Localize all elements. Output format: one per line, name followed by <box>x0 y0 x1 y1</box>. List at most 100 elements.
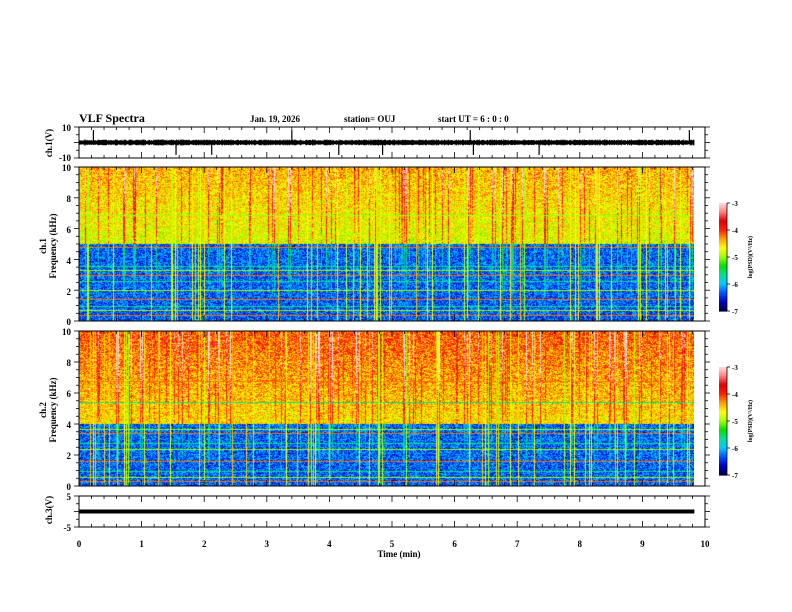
time-tick-label: 6 <box>452 539 457 549</box>
colorbar-segment <box>719 381 727 384</box>
colorbar-segment <box>719 435 727 438</box>
colorbar-segment <box>719 408 727 411</box>
colorbar-segment <box>719 233 727 236</box>
time-tick-label: 4 <box>327 539 332 549</box>
colorbar-segment <box>719 221 727 224</box>
colorbar-segment <box>719 419 727 422</box>
colorbar-segment <box>719 458 727 462</box>
ch2-ftick: 2 <box>67 451 72 461</box>
ch2-ftick: 0 <box>67 482 72 492</box>
colorbar-segment <box>719 222 727 226</box>
colorbar-segment <box>719 406 727 409</box>
colorbar-segment <box>719 370 727 373</box>
colorbar-segment <box>719 394 727 397</box>
colorbar-segment <box>719 260 727 263</box>
colorbar-segment <box>719 442 727 445</box>
colorbar-segment <box>719 293 727 296</box>
colorbar-tick-label: -6 <box>732 281 738 289</box>
colorbar-segment <box>719 433 727 436</box>
ch2-spectrogram-image <box>79 331 694 486</box>
colorbar-segment <box>719 296 727 299</box>
colorbar-segment <box>719 464 727 467</box>
colorbar-tick-label: -4 <box>732 227 738 235</box>
colorbar-segment <box>719 395 727 399</box>
colorbar-tick-label: -6 <box>732 445 738 453</box>
colorbar-segment <box>719 210 727 213</box>
colorbar-segment <box>719 285 727 289</box>
colorbar-segment <box>719 368 727 372</box>
colorbar-segment <box>719 440 727 444</box>
colorbar-segment <box>719 307 727 310</box>
colorbar-segment <box>719 372 727 375</box>
colorbar-segment <box>719 258 727 262</box>
colorbar-segment <box>719 257 727 260</box>
colorbar-segment <box>719 255 727 258</box>
ch2-ftick: 6 <box>67 389 72 399</box>
colorbar-segment <box>719 303 727 307</box>
colorbar-segment <box>719 444 727 447</box>
time-tick-label: 7 <box>515 539 520 549</box>
ch1-ftick: 0 <box>67 317 72 327</box>
colorbar-segment <box>719 451 727 454</box>
colorbar-segment <box>719 413 727 417</box>
colorbar-segment <box>719 390 727 393</box>
ch1-ftick: 8 <box>67 194 72 204</box>
colorbar-segment <box>719 228 727 231</box>
colorbar-segment <box>719 284 727 287</box>
colorbar-segment <box>719 415 727 418</box>
colorbar-segment <box>719 264 727 267</box>
colorbar-segment <box>719 367 727 370</box>
ch1-ytick-bottom: -10 <box>59 153 71 163</box>
colorbar-segment <box>719 392 727 395</box>
colorbar-segment <box>719 267 727 271</box>
colorbar-segment <box>719 266 727 269</box>
colorbar-tick-label: -3 <box>732 200 738 208</box>
colorbar-segment <box>719 428 727 431</box>
colorbar-segment <box>719 300 727 303</box>
ch3-voltage-axis-label: ch.3(V) <box>44 496 54 524</box>
time-tick-label: 0 <box>77 539 82 549</box>
colorbar-segment <box>719 422 727 426</box>
ch1-ftick: 2 <box>67 287 72 297</box>
colorbar-segment <box>719 430 727 433</box>
colorbar-segment <box>719 473 727 476</box>
colorbar-segment <box>719 399 727 402</box>
colorbar-segment <box>719 244 727 247</box>
time-tick-label: 5 <box>390 539 395 549</box>
colorbar-segment <box>719 271 727 274</box>
colorbar-segment <box>719 466 727 469</box>
colorbar-segment <box>719 240 727 244</box>
time-tick-label: 2 <box>202 539 207 549</box>
colorbar-segment <box>719 206 727 209</box>
ch2-frequency-axis-label: Frequency (kHz) <box>48 377 58 442</box>
ch2-ftick: 4 <box>67 420 72 430</box>
colorbar-segment <box>719 215 727 218</box>
colorbar-segment <box>719 248 727 251</box>
ch1-spectrogram-channel-label: ch.1 <box>38 238 48 254</box>
colorbar-segment <box>719 417 727 420</box>
ch1-ftick: 10 <box>62 163 72 173</box>
colorbar-segment <box>719 273 727 276</box>
colorbar-segment <box>719 294 727 298</box>
colorbar-segment <box>719 412 727 415</box>
ch1-spectrogram-image <box>79 167 694 321</box>
colorbar-segment <box>719 262 727 265</box>
colorbar-segment <box>719 239 727 242</box>
colorbar-segment <box>719 424 727 427</box>
ch2-ftick: 10 <box>62 327 72 337</box>
ch2-ftick: 8 <box>67 358 72 368</box>
ch1-ftick: 6 <box>67 225 72 235</box>
time-tick-label: 1 <box>139 539 144 549</box>
date-label: Jan. 19, 2026 <box>250 114 301 124</box>
colorbar-segment <box>719 404 727 408</box>
colorbar-segment <box>719 203 727 206</box>
time-tick-label: 9 <box>640 539 645 549</box>
colorbar-segment <box>719 249 727 253</box>
colorbar-tick-label: -3 <box>732 364 738 372</box>
colorbar-segment <box>719 397 727 400</box>
ch1-frequency-axis-label: Frequency (kHz) <box>48 213 58 278</box>
colorbar-segment <box>719 431 727 435</box>
colorbar-segment <box>719 242 727 245</box>
colorbar-segment <box>719 455 727 458</box>
colorbar-segment <box>719 219 727 222</box>
